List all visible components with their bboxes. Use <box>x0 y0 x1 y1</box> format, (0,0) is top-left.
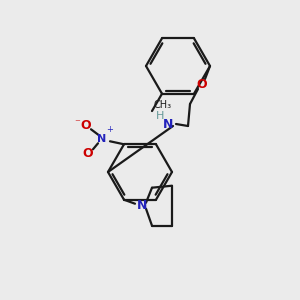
Text: H: H <box>156 111 164 121</box>
Text: CH₃: CH₃ <box>153 100 171 110</box>
Text: +: + <box>106 125 113 134</box>
Text: N: N <box>98 134 106 144</box>
Text: N: N <box>163 118 173 130</box>
Text: N: N <box>137 199 147 212</box>
Text: ⁻: ⁻ <box>74 118 80 128</box>
Text: O: O <box>81 119 91 132</box>
Text: O: O <box>197 77 207 91</box>
Text: O: O <box>83 147 93 160</box>
